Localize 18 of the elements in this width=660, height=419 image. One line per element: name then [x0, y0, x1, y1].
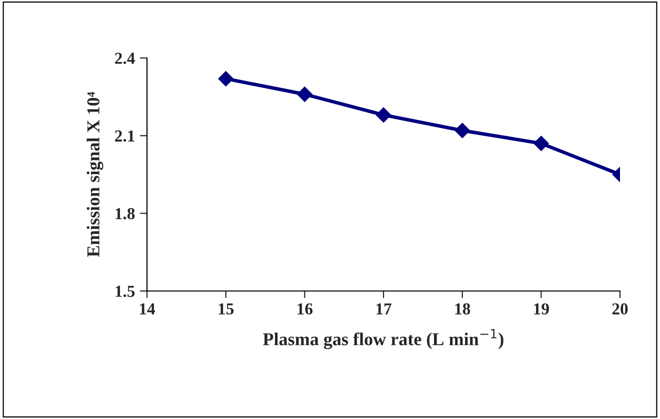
y-tick-label: 1.8	[116, 208, 135, 220]
y-tick-label: 2.4	[115, 52, 135, 64]
y-tick-label: 1.5	[116, 286, 135, 298]
point	[218, 71, 234, 86]
x-tick-label: 14	[140, 303, 156, 314]
x-tick-label: 15	[218, 303, 234, 315]
point	[454, 122, 470, 138]
x-tick-label: 20	[612, 303, 628, 315]
x-tick-label: 19	[534, 303, 549, 315]
point	[376, 107, 392, 123]
x-tick-label: 18	[455, 303, 470, 315]
x-tick-label: 17	[376, 303, 392, 314]
x-axis-title: Plasma gas flow rate (L min$^{−1}$)	[263, 329, 504, 350]
point	[297, 86, 312, 102]
x-tick-label: 16	[298, 303, 313, 315]
point	[534, 136, 549, 152]
y-axis-title: Emission signal X 10⁴	[86, 92, 104, 257]
y-tick-label: 2.1	[115, 130, 134, 142]
